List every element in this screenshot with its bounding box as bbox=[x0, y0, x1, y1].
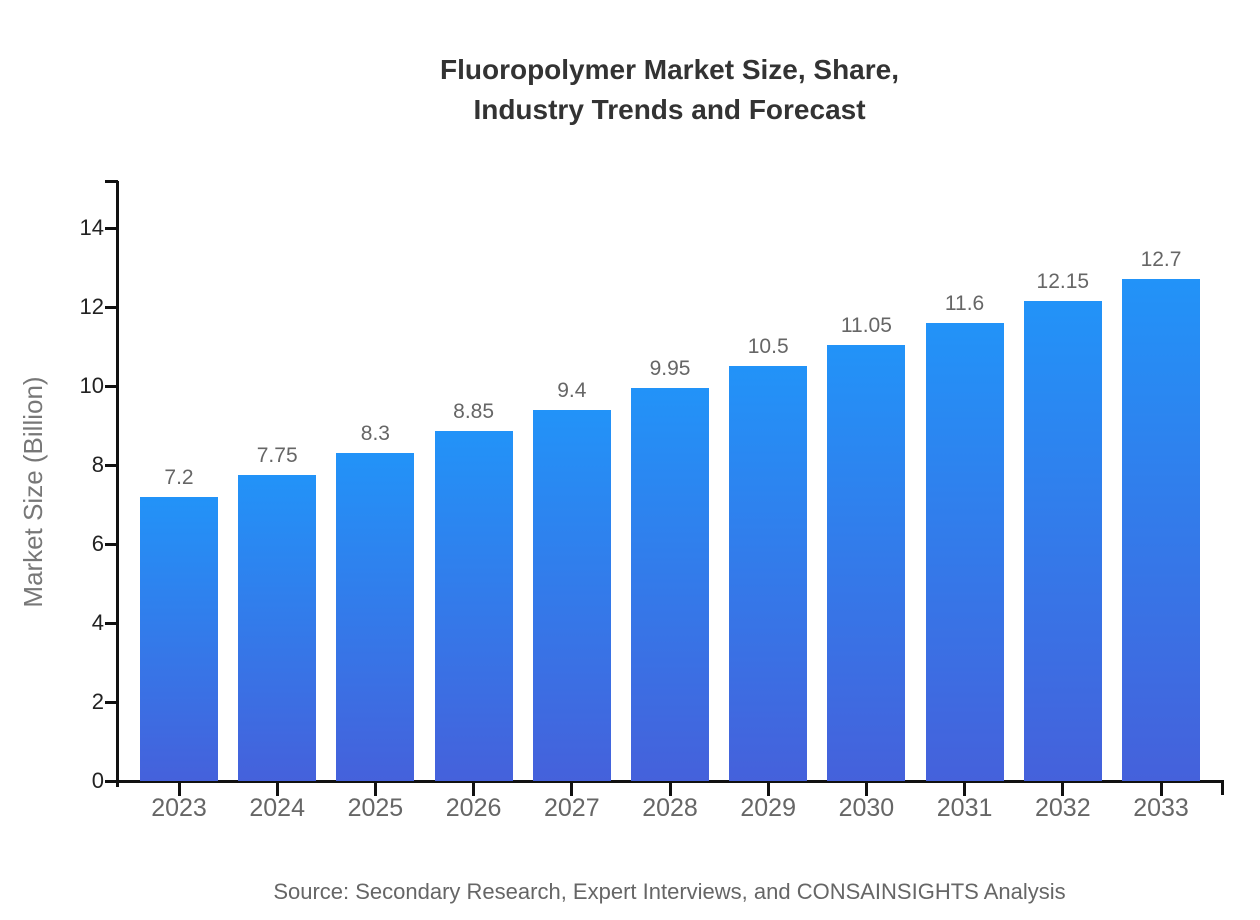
bar-2033 bbox=[1122, 279, 1200, 781]
y-tick-label: 14 bbox=[79, 215, 104, 240]
y-tick bbox=[105, 463, 117, 467]
y-tick-label: 10 bbox=[79, 373, 104, 398]
bar-value-label: 12.15 bbox=[1036, 270, 1090, 294]
y-tick-label: 12 bbox=[79, 294, 104, 319]
x-tick bbox=[963, 783, 967, 796]
chart-title-line-1: Fluoropolymer Market Size, Share, bbox=[439, 54, 900, 85]
x-axis-line bbox=[116, 780, 1224, 783]
bar-2026 bbox=[434, 431, 513, 781]
bar-2031 bbox=[925, 322, 1004, 781]
x-tick bbox=[864, 783, 868, 796]
x-tick-label: 2025 bbox=[347, 794, 404, 822]
x-tick-label: 2030 bbox=[838, 794, 895, 822]
bar-2027 bbox=[532, 409, 611, 781]
x-tick bbox=[1159, 783, 1163, 796]
y-tick-label: 6 bbox=[91, 531, 104, 556]
bar-value-label: 11.6 bbox=[944, 291, 985, 315]
bar-value-label: 8.85 bbox=[453, 400, 495, 424]
y-axis-top-cap bbox=[105, 180, 118, 183]
bar-value-label: 8.3 bbox=[360, 422, 390, 446]
x-tick-label: 2023 bbox=[151, 794, 207, 822]
bar-2025 bbox=[336, 453, 415, 781]
bar-2024 bbox=[238, 474, 317, 781]
y-tick bbox=[105, 542, 117, 546]
bar-value-label: 7.2 bbox=[164, 465, 194, 489]
x-tick bbox=[668, 783, 672, 796]
y-tick bbox=[105, 779, 117, 783]
source-note: Source: Secondary Research, Expert Inter… bbox=[273, 879, 1066, 904]
x-tick bbox=[766, 783, 770, 796]
x-axis-right-cap bbox=[1221, 780, 1224, 795]
bar-value-label: 9.95 bbox=[649, 356, 691, 380]
y-tick bbox=[105, 700, 117, 704]
x-tick-label: 2032 bbox=[1034, 794, 1091, 822]
bar-value-label: 12.7 bbox=[1140, 248, 1182, 272]
y-tick bbox=[105, 384, 117, 388]
x-tick bbox=[275, 783, 279, 796]
y-tick-label: 8 bbox=[91, 452, 104, 477]
bar-2023 bbox=[140, 496, 218, 781]
y-tick bbox=[105, 226, 117, 230]
x-tick-label: 2027 bbox=[543, 794, 600, 822]
x-tick bbox=[570, 783, 574, 796]
chart-title-line-2: Industry Trends and Forecast bbox=[473, 94, 866, 125]
x-tick bbox=[373, 783, 377, 796]
x-tick bbox=[1061, 783, 1065, 796]
x-tick-label: 2033 bbox=[1133, 794, 1189, 822]
y-tick-label: 4 bbox=[91, 610, 104, 635]
y-tick bbox=[105, 305, 117, 309]
bar-value-label: 9.4 bbox=[557, 378, 587, 402]
bar-2032 bbox=[1023, 301, 1102, 781]
x-tick-label: 2028 bbox=[642, 794, 698, 822]
x-tick-label: 2029 bbox=[740, 794, 796, 822]
bar-value-label: 7.75 bbox=[256, 443, 298, 467]
x-tick-label: 2026 bbox=[445, 794, 502, 822]
bar-2029 bbox=[729, 366, 808, 781]
bar-2030 bbox=[827, 344, 906, 781]
bar-2028 bbox=[631, 387, 709, 781]
y-tick bbox=[105, 621, 117, 625]
x-tick-label: 2031 bbox=[936, 794, 993, 822]
x-tick-label: 2024 bbox=[249, 794, 305, 822]
bar-value-label: 11.05 bbox=[840, 313, 892, 337]
y-axis-line bbox=[116, 181, 119, 787]
y-tick-label: 0 bbox=[91, 768, 104, 793]
x-tick bbox=[472, 783, 476, 796]
chart-title: Fluoropolymer Market Size, Share, Indust… bbox=[118, 50, 1221, 130]
x-tick bbox=[177, 783, 181, 796]
y-tick-label: 2 bbox=[91, 689, 104, 714]
bar-value-label: 10.5 bbox=[747, 335, 789, 359]
